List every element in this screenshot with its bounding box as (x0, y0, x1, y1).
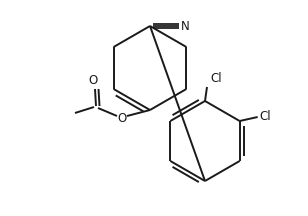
Text: O: O (117, 111, 127, 124)
Text: O: O (88, 73, 98, 86)
Text: Cl: Cl (260, 111, 271, 124)
Text: Cl: Cl (210, 73, 222, 86)
Text: N: N (181, 19, 190, 32)
